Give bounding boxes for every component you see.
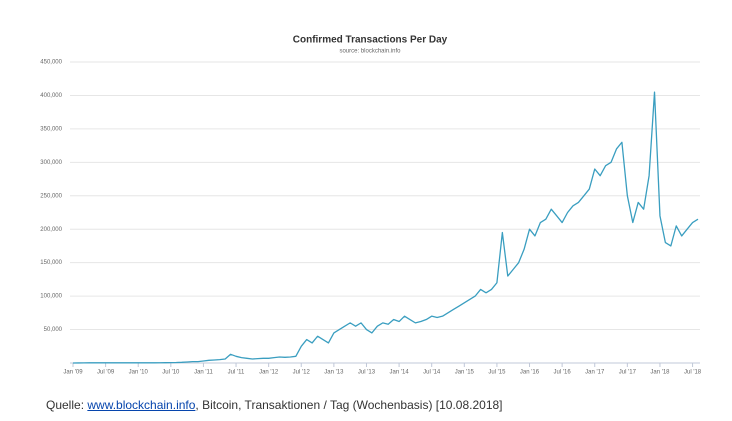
x-tick-label: Jan '17 [585,370,605,376]
chart-title: Confirmed Transactions Per Day [293,35,448,46]
y-tick-label: 250,000 [40,193,62,199]
x-tick-label: Jul '13 [358,370,376,376]
caption: Quelle: www.blockchain.info, Bitcoin, Tr… [46,398,503,412]
x-tick-label: Jul '16 [554,370,572,376]
y-tick-label: 200,000 [40,227,62,233]
x-tick-label: Jan '14 [390,370,410,376]
x-tick-label: Jan '09 [63,370,83,376]
caption-link[interactable]: www.blockchain.info [87,398,196,412]
x-tick-label: Jul '11 [228,370,245,376]
caption-suffix: , Bitcoin, Transaktionen / Tag (Wochenba… [195,398,503,412]
x-tick-label: Jan '13 [324,370,344,376]
x-tick-label: Jan '16 [520,370,540,376]
y-tick-label: 450,000 [40,60,62,66]
x-tick-label: Jul '17 [619,370,637,376]
x-tick-label: Jan '11 [194,370,213,376]
x-tick-label: Jul '18 [684,370,702,376]
x-tick-label: Jul '12 [293,370,311,376]
caption-prefix: Quelle: [46,398,88,412]
data-line [72,91,699,364]
x-tick-label: Jan '10 [129,370,149,376]
y-tick-label: 150,000 [40,260,62,266]
x-tick-label: Jan '18 [650,370,670,376]
x-tick-label: Jul '14 [423,370,441,376]
x-tick-label: Jan '12 [259,370,279,376]
x-tick-label: Jul '10 [162,370,180,376]
y-tick-label: 50,000 [44,327,63,333]
chart: Confirmed Transactions Per Day source: b… [40,35,702,376]
chart-subtitle: source: blockchain.info [339,49,401,55]
x-tick-label: Jan '15 [455,370,475,376]
y-tick-label: 400,000 [40,93,62,99]
y-tick-label: 100,000 [40,294,62,300]
x-tick-label: Jul '09 [97,370,115,376]
y-tick-label: 350,000 [40,126,62,132]
x-tick-label: Jul '15 [488,370,506,376]
y-tick-label: 300,000 [40,160,62,166]
